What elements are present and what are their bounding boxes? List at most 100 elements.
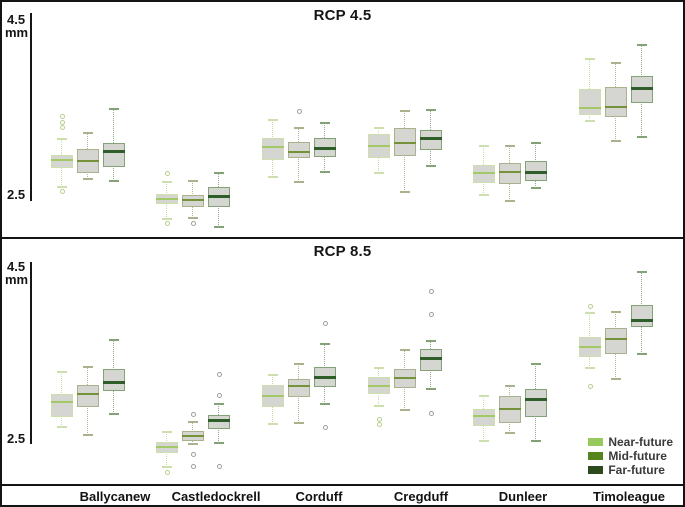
median-cregduff-near-future xyxy=(368,144,390,147)
whisker-cap-high-castledockrell-far-future xyxy=(214,402,224,405)
outlier-ballycanew-near-future xyxy=(59,189,65,195)
median-ballycanew-mid-future xyxy=(77,160,99,163)
median-cregduff-far-future xyxy=(420,357,442,361)
outlier-castledockrell-far-future xyxy=(216,464,222,470)
whisker-cap-high-ballycanew-far-future xyxy=(109,338,119,341)
whisker-cap-low-ballycanew-far-future xyxy=(109,179,119,182)
median-cregduff-far-future xyxy=(420,136,442,140)
legend-label-near-future: Near-future xyxy=(608,435,673,449)
legend-item-far-future: Far-future xyxy=(588,464,673,476)
whisker-cap-low-castledockrell-near-future xyxy=(162,465,172,468)
outlier-cregduff-far-future xyxy=(428,410,434,416)
whisker-cap-high-dunleer-mid-future xyxy=(505,144,515,147)
box-ballycanew-far-future xyxy=(103,143,125,168)
whisker-cap-high-cregduff-mid-future xyxy=(400,110,410,112)
whisker-cap-low-timoleague-near-future xyxy=(585,367,595,370)
box-dunleer-mid-future xyxy=(499,162,521,185)
box-ballycanew-near-future xyxy=(51,155,73,168)
whisker-cap-high-castledockrell-mid-future xyxy=(188,420,198,423)
whisker-cap-high-timoleague-far-future xyxy=(637,43,647,46)
median-corduff-near-future xyxy=(262,394,284,397)
median-castledockrell-near-future xyxy=(156,198,178,201)
whisker-cap-low-timoleague-mid-future xyxy=(611,139,621,142)
whisker-cap-low-corduff-mid-future xyxy=(294,181,304,184)
whisker-cap-low-castledockrell-far-future xyxy=(214,225,224,228)
y-axis-unit-label-rcp45: mm xyxy=(5,25,29,40)
y-axis-max-label-rcp85: 4.5 xyxy=(7,259,26,274)
whisker-cap-low-cregduff-mid-future xyxy=(400,190,410,193)
whisker-cap-low-castledockrell-far-future xyxy=(214,441,224,444)
whisker-cap-high-timoleague-far-future xyxy=(637,271,647,274)
site-label-dunleer: Dunleer xyxy=(498,489,548,504)
whisker-cap-low-cregduff-near-future xyxy=(374,172,384,175)
whisker-cap-low-ballycanew-mid-future xyxy=(83,178,93,180)
whisker-cap-low-ballycanew-near-future xyxy=(57,426,67,429)
whisker-cap-low-cregduff-mid-future xyxy=(400,408,410,411)
outlier-castledockrell-far-future xyxy=(216,371,222,377)
panel-rcp45: RCP 4.5 4.5 mm 2.5 xyxy=(2,2,683,237)
box-dunleer-near-future xyxy=(473,165,495,184)
outlier-timoleague-near-future xyxy=(587,383,593,389)
box-timoleague-far-future xyxy=(631,76,653,104)
median-dunleer-mid-future xyxy=(499,171,521,174)
outlier-timoleague-near-future xyxy=(587,304,593,310)
box-dunleer-near-future xyxy=(473,408,495,427)
outlier-castledockrell-near-future xyxy=(164,170,170,176)
whisker-cap-low-timoleague-far-future xyxy=(637,136,647,139)
outlier-ballycanew-near-future xyxy=(59,114,65,120)
median-timoleague-mid-future xyxy=(605,105,627,108)
outlier-ballycanew-near-future xyxy=(59,124,65,130)
outlier-castledockrell-far-future xyxy=(216,392,222,398)
box-corduff-near-future xyxy=(262,138,284,161)
panel-title-rcp45: RCP 4.5 xyxy=(313,7,372,24)
site-labels-row: Ballycanew Castledockrell Corduff Cregduff D… xyxy=(2,484,683,505)
whisker-cap-low-dunleer-mid-future xyxy=(505,432,515,435)
legend-swatch-far-future-icon xyxy=(588,466,604,474)
median-corduff-near-future xyxy=(262,145,284,148)
whisker-cap-low-dunleer-mid-future xyxy=(505,200,515,203)
whisker-cap-high-dunleer-near-future xyxy=(479,394,489,397)
site-label-castledockrell: Castledockrell xyxy=(171,489,261,504)
median-ballycanew-near-future xyxy=(51,400,73,403)
whisker-cap-high-ballycanew-mid-future xyxy=(83,366,93,369)
median-castledockrell-mid-future xyxy=(182,199,204,202)
whisker-cap-low-castledockrell-mid-future xyxy=(188,217,198,220)
whisker-cap-high-timoleague-near-future xyxy=(585,311,595,314)
whisker-cap-high-dunleer-far-future xyxy=(531,142,541,145)
median-timoleague-far-future xyxy=(631,86,653,90)
legend-label-far-future: Far-future xyxy=(608,463,665,477)
whisker-cap-high-dunleer-near-future xyxy=(479,144,489,147)
outlier-corduff-mid-future xyxy=(296,108,302,114)
outlier-castledockrell-mid-future xyxy=(190,220,196,226)
outlier-castledockrell-near-future xyxy=(164,220,170,226)
box-timoleague-near-future xyxy=(579,88,601,116)
median-dunleer-mid-future xyxy=(499,407,521,410)
whisker-cap-high-cregduff-mid-future xyxy=(400,349,410,352)
legend: Near-future Mid-future Far-future xyxy=(588,434,673,476)
median-castledockrell-far-future xyxy=(208,418,230,422)
whisker-cap-low-cregduff-far-future xyxy=(426,165,436,168)
whisker-cap-high-corduff-mid-future xyxy=(294,127,304,129)
box-cregduff-mid-future xyxy=(394,128,416,157)
whisker-cap-high-cregduff-far-future xyxy=(426,109,436,112)
whisker-cap-high-dunleer-mid-future xyxy=(505,385,515,388)
whisker-cap-low-corduff-far-future xyxy=(320,171,330,174)
panel-title-rcp85: RCP 8.5 xyxy=(313,243,372,260)
whisker-cap-high-ballycanew-near-future xyxy=(57,138,67,141)
plot-area-rcp45 xyxy=(2,2,683,237)
legend-swatch-near-future-icon xyxy=(588,438,604,446)
whisker-cap-high-cregduff-near-future xyxy=(374,127,384,129)
outlier-corduff-far-future xyxy=(322,424,328,430)
whisker-cap-high-corduff-mid-future xyxy=(294,362,304,365)
outlier-castledockrell-mid-future xyxy=(190,464,196,470)
box-corduff-mid-future xyxy=(288,378,310,397)
outlier-cregduff-far-future xyxy=(428,288,434,294)
whisker-cap-high-corduff-far-future xyxy=(320,342,330,345)
outlier-castledockrell-mid-future xyxy=(190,452,196,458)
y-axis-line-rcp85 xyxy=(30,262,32,444)
box-castledockrell-far-future xyxy=(208,414,230,429)
median-dunleer-near-future xyxy=(473,414,495,417)
site-label-corduff: Corduff xyxy=(295,489,343,504)
whisker-cap-low-corduff-mid-future xyxy=(294,421,304,424)
median-corduff-mid-future xyxy=(288,385,310,388)
